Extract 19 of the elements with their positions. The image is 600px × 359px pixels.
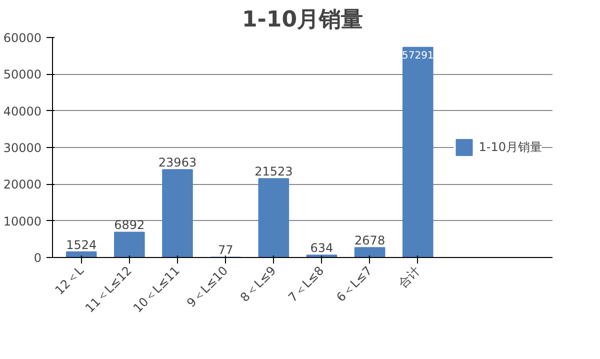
data-label: 1524 (66, 238, 97, 252)
data-label: 21523 (254, 164, 293, 179)
y-tick-label: 0 (34, 251, 42, 265)
data-label: 2678 (354, 234, 386, 248)
y-tick-label: 50000 (3, 68, 42, 82)
y-tick-label: 30000 (3, 141, 42, 155)
y-tick-label: 20000 (3, 178, 42, 192)
x-tick-label: 合计 (396, 264, 423, 290)
y-tick-label: 10000 (3, 214, 42, 228)
x-tick-label: 12＜L (52, 263, 87, 298)
chart-title: 1-10月销量 (242, 8, 364, 32)
y-tick-label: 60000 (3, 31, 42, 45)
data-label: 23963 (158, 156, 197, 170)
data-label: 634 (310, 241, 334, 256)
data-label: 6892 (114, 218, 145, 232)
y-tick-label: 40000 (3, 104, 42, 118)
data-label: 77 (218, 243, 234, 258)
data-label: 57291 (402, 50, 434, 62)
legend-label: 1-10月销量 (478, 138, 542, 156)
